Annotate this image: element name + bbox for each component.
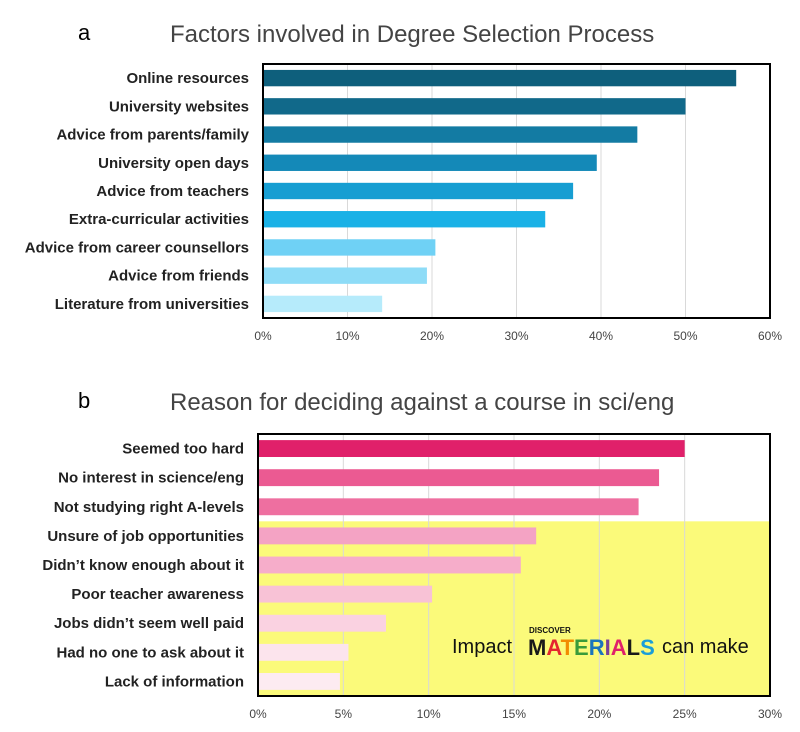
- bar-9: [258, 673, 340, 690]
- tick-label: 30%: [504, 329, 528, 343]
- tick-label: 10%: [335, 329, 359, 343]
- category-label: Advice from friends: [108, 268, 249, 285]
- logo-materials-text: MATERIALS: [528, 635, 655, 660]
- tick-label: 50%: [673, 329, 697, 343]
- tick-label: 20%: [587, 707, 611, 721]
- category-label: Advice from teachers: [96, 183, 249, 200]
- category-label: University open days: [98, 155, 249, 172]
- logo-discover-text: DISCOVER: [529, 626, 571, 635]
- bar-6: [258, 585, 433, 603]
- bar-3: [258, 498, 639, 516]
- panel-letter-a: a: [78, 20, 91, 45]
- plot-border: [262, 63, 771, 319]
- category-label: Advice from career counsellors: [25, 239, 249, 256]
- tick-label: 60%: [758, 329, 782, 343]
- bar-chart-a: Online resources University websites Advic…: [25, 63, 782, 343]
- tick-label: 0%: [249, 707, 267, 721]
- tick-label: 15%: [502, 707, 526, 721]
- bar-4: [263, 154, 597, 171]
- chart-title-a: Factors involved in Degree Selection Pro…: [170, 21, 654, 48]
- category-label: Poor teacher awareness: [71, 586, 244, 603]
- category-label: Literature from universities: [55, 296, 249, 313]
- category-label: Seemed too hard: [122, 441, 244, 458]
- bar-3: [263, 126, 638, 143]
- tick-label: 20%: [420, 329, 444, 343]
- logo-letter: A: [546, 635, 562, 660]
- bar-4: [258, 527, 537, 545]
- tick-label: 40%: [589, 329, 613, 343]
- category-label: University websites: [109, 98, 249, 115]
- logo-letter: T: [561, 635, 575, 660]
- bar-chart-b: Seemed too hard No interest in science/en…: [42, 433, 782, 721]
- bar-8: [258, 643, 349, 661]
- logo-letter: E: [574, 635, 589, 660]
- logo-letter: R: [589, 635, 605, 660]
- impact-suffix: can make: [662, 636, 749, 658]
- category-label: Had no one to ask about it: [56, 644, 244, 661]
- bar-5: [258, 556, 521, 574]
- logo-letter: A: [611, 635, 627, 660]
- category-label: Not studying right A-levels: [54, 499, 244, 516]
- logo-letter: S: [640, 635, 655, 660]
- bar-2: [263, 98, 686, 115]
- category-label: Advice from parents/family: [56, 127, 249, 144]
- panel-letter-b: b: [78, 388, 90, 413]
- bar-2: [258, 469, 660, 487]
- category-label: Unsure of job opportunities: [47, 528, 244, 545]
- bar-8: [263, 267, 427, 284]
- category-label: No interest in science/eng: [58, 470, 244, 487]
- tick-label: 25%: [673, 707, 697, 721]
- category-label: Extra-curricular activities: [69, 211, 249, 228]
- bar-6: [263, 211, 546, 228]
- bar-1: [258, 440, 685, 457]
- logo-letter: M: [528, 635, 546, 660]
- tick-label: 30%: [758, 707, 782, 721]
- tick-label: 10%: [417, 707, 441, 721]
- bar-1: [263, 69, 737, 87]
- logo-letter: L: [627, 635, 640, 660]
- category-label: Didn’t know enough about it: [42, 557, 244, 574]
- plot-border: [257, 433, 771, 697]
- category-label: Lack of information: [105, 673, 244, 690]
- impact-prefix: Impact: [452, 636, 512, 658]
- category-label: Jobs didn’t seem well paid: [54, 615, 244, 632]
- impact-annotation: Impact DISCOVER MATERIALS can make: [452, 626, 749, 660]
- bar-7: [263, 239, 436, 256]
- bar-9: [263, 295, 383, 313]
- logo-letter: I: [605, 635, 611, 660]
- category-label: Online resources: [126, 70, 249, 87]
- bar-5: [263, 182, 574, 200]
- tick-label: 0%: [254, 329, 272, 343]
- chart-title-b: Reason for deciding against a course in …: [170, 389, 674, 416]
- tick-label: 5%: [335, 707, 353, 721]
- bar-7: [258, 614, 386, 632]
